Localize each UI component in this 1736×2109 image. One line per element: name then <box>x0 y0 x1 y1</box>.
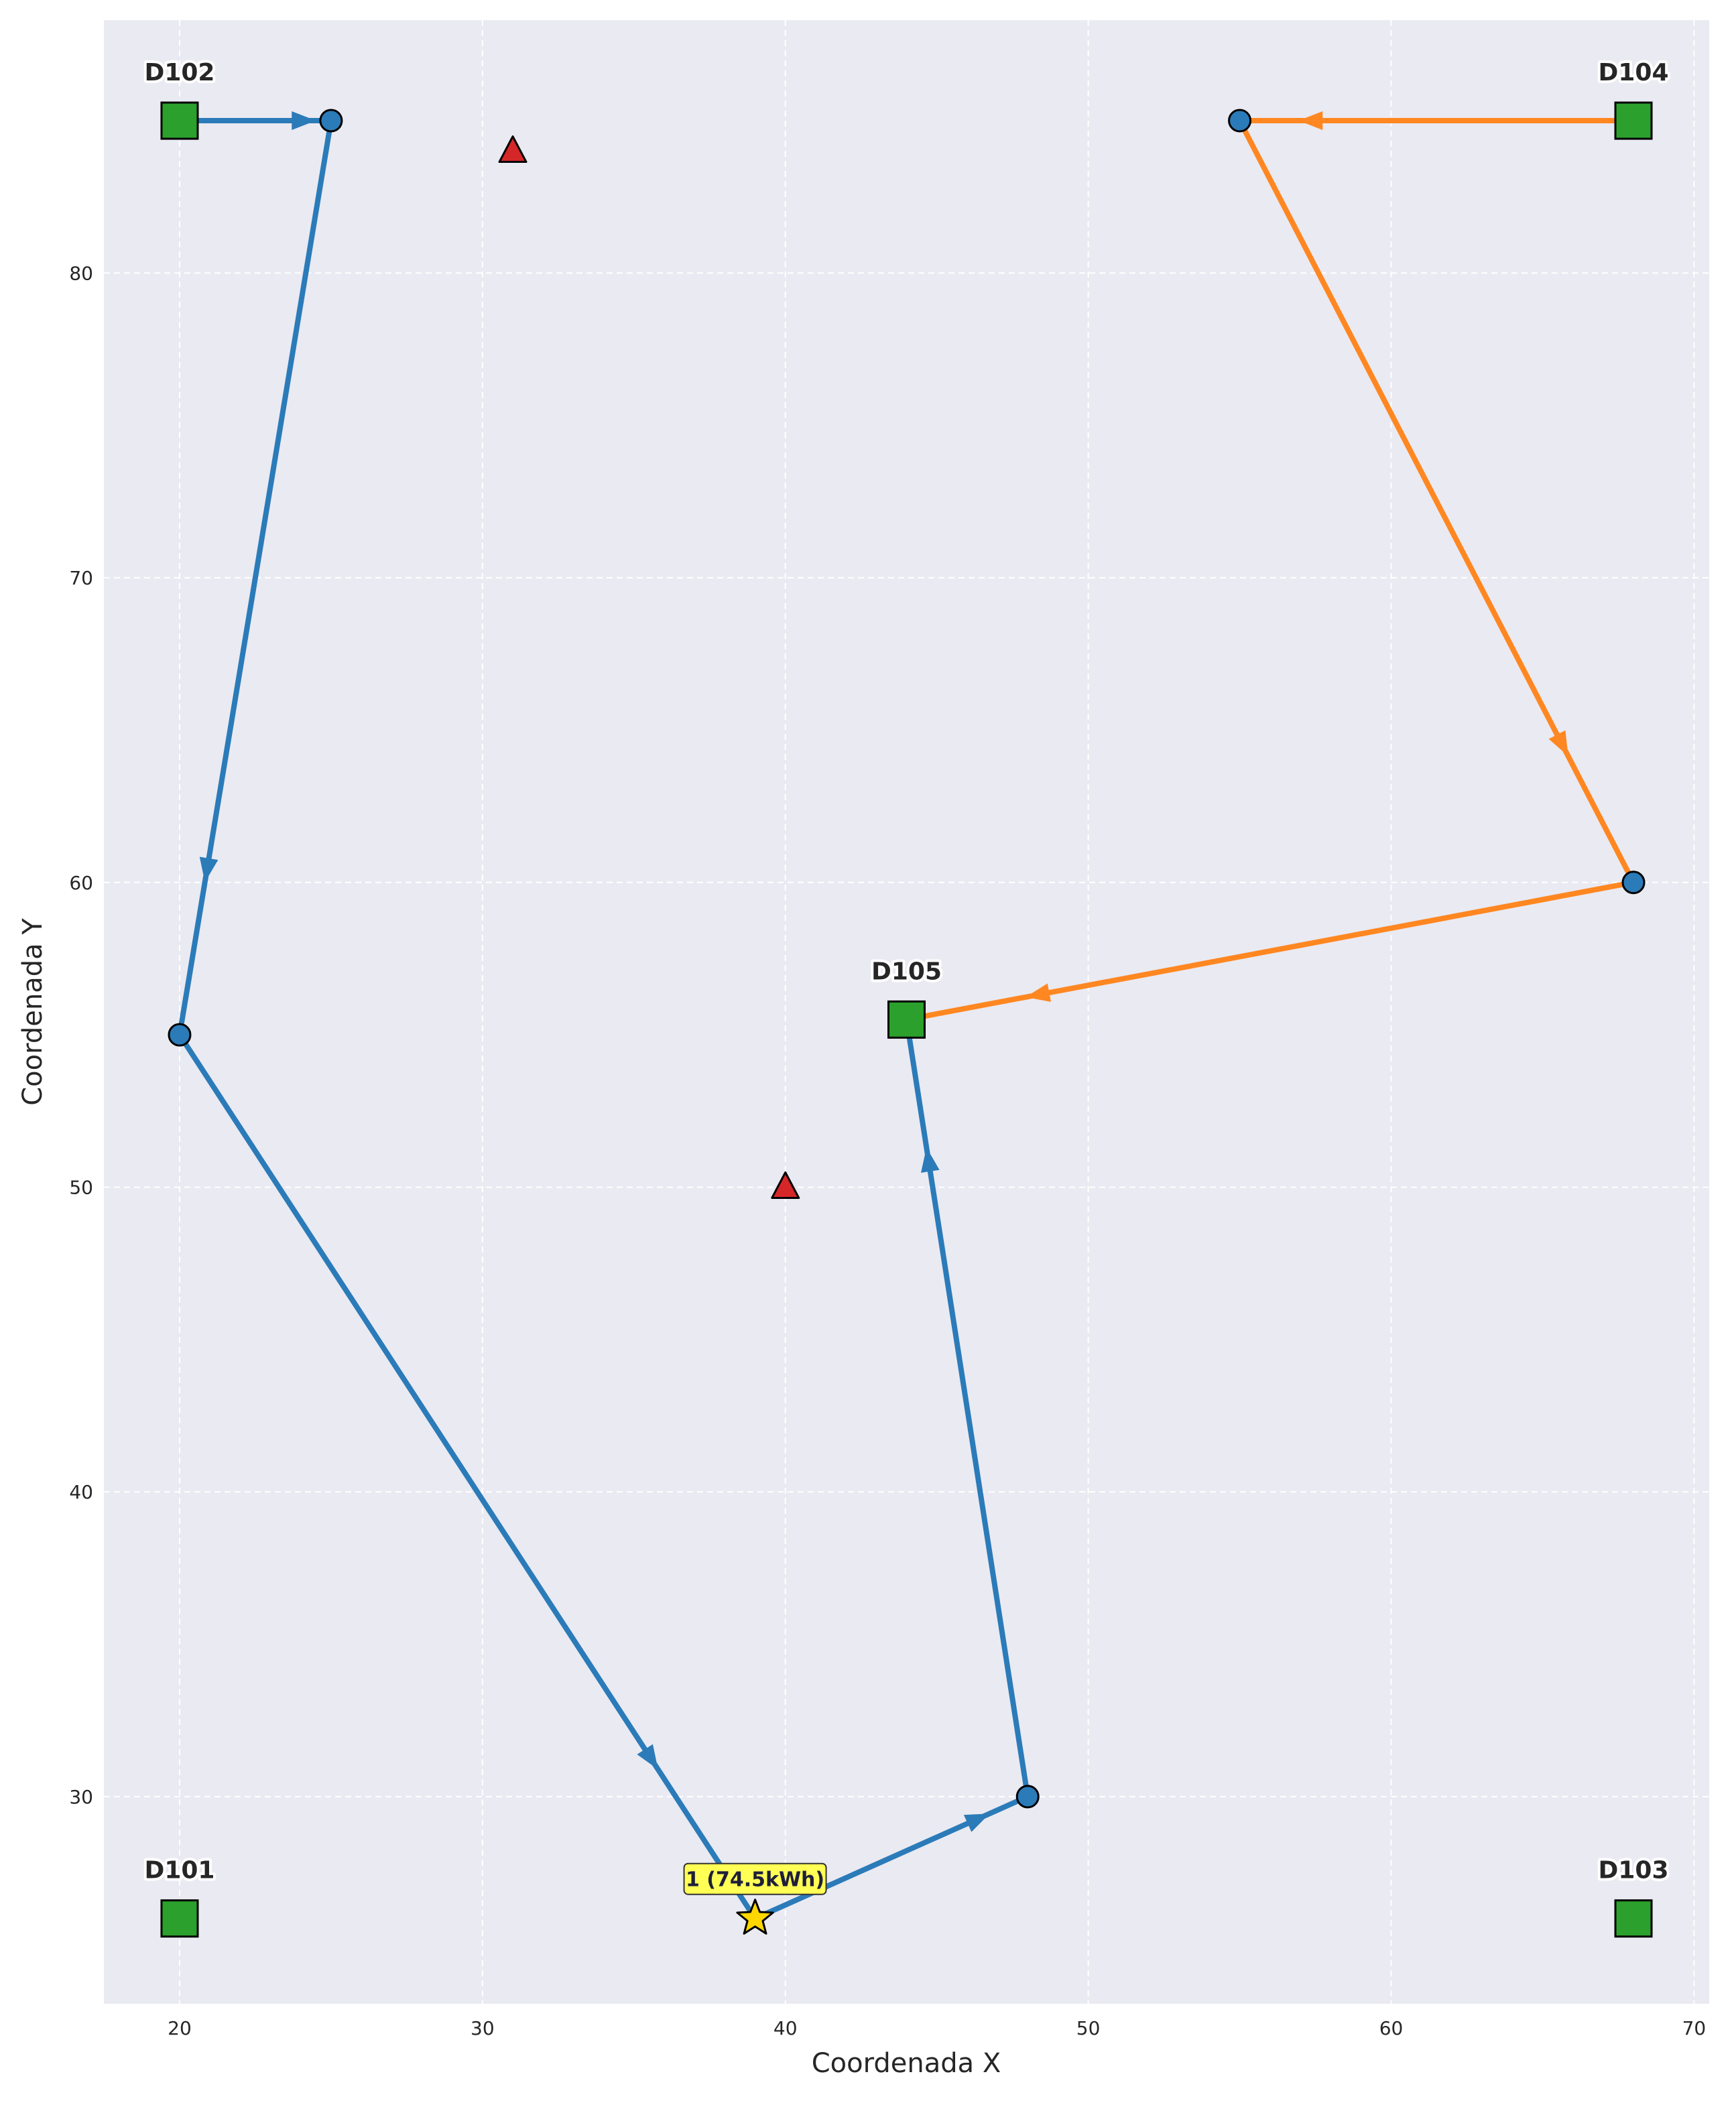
y-tick-label: 30 <box>69 1786 93 1808</box>
customer-point <box>168 1023 192 1047</box>
depot-label: D101 <box>144 1857 214 1884</box>
x-tick-label: 30 <box>471 2017 495 2039</box>
x-tick-label: 20 <box>168 2017 192 2039</box>
depot-marker <box>887 1000 926 1039</box>
y-tick-label: 60 <box>69 872 93 894</box>
routes <box>176 111 1637 1921</box>
depot-label: D104 <box>1599 59 1669 86</box>
route-arrow <box>637 1744 658 1770</box>
y-tick-label: 80 <box>69 262 93 284</box>
grid <box>104 20 1709 2004</box>
x-ticks: 20 30 40 50 60 70 <box>168 2017 1706 2039</box>
triangle-marker <box>771 1171 800 1199</box>
route-arrow <box>292 111 316 131</box>
depot-marker <box>160 1899 199 1938</box>
route-arrow <box>1298 111 1323 131</box>
triangle-marker <box>498 135 528 164</box>
x-tick-label: 70 <box>1682 2017 1707 2039</box>
route-arrow <box>1026 983 1051 1002</box>
route-line <box>904 118 1637 1023</box>
y-tick-label: 40 <box>69 1481 93 1503</box>
route-arrow <box>1548 730 1568 757</box>
x-tick-label: 50 <box>1076 2017 1101 2039</box>
y-tick-label: 50 <box>69 1176 93 1198</box>
labels: D101 D102 D103 D104 D105 1 (74.5kWh) <box>141 56 1672 1895</box>
depot-marker <box>1614 101 1653 140</box>
y-axis-label: Coordenada Y <box>17 918 48 1106</box>
depot-label: D103 <box>1599 1857 1669 1884</box>
depot-marker <box>1614 1899 1653 1938</box>
customer-point <box>1015 1785 1040 1809</box>
route-arrow <box>199 856 219 883</box>
customer-point <box>1621 871 1646 895</box>
markers <box>160 101 1653 1938</box>
route-arrow <box>920 1147 940 1173</box>
depot-label: D102 <box>144 59 214 86</box>
x-tick-label: 60 <box>1379 2017 1404 2039</box>
station-label: 1 (74.5kWh) <box>686 1868 824 1892</box>
y-ticks: 30 40 50 60 70 80 <box>69 262 93 1807</box>
depot-label: D105 <box>871 958 942 985</box>
station-marker <box>736 1899 774 1935</box>
station-label-box <box>683 1862 827 1895</box>
x-tick-label: 40 <box>773 2017 798 2039</box>
depot-marker <box>160 101 199 140</box>
customer-point <box>319 109 343 133</box>
customer-point <box>1228 109 1252 133</box>
x-axis-label: Coordenada X <box>812 2048 1001 2079</box>
route-arrow <box>963 1813 990 1832</box>
y-tick-label: 70 <box>69 567 93 589</box>
